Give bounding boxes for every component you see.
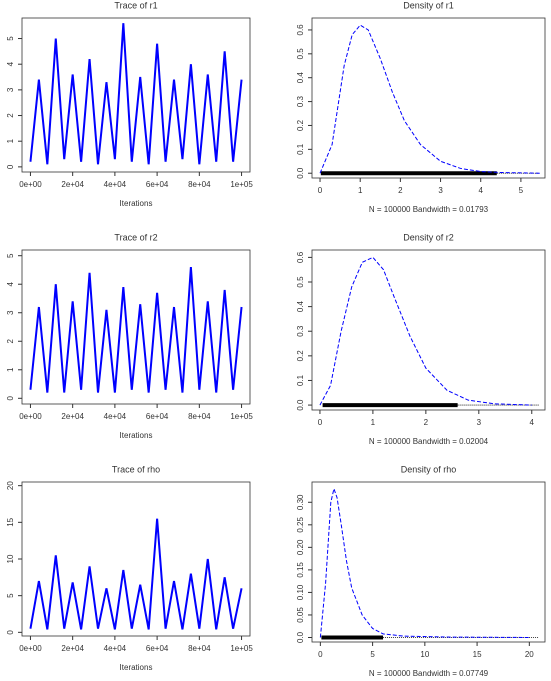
x-tick-label: 6e+04 (146, 180, 169, 189)
x-tick-label: 8e+04 (188, 412, 211, 421)
y-tick-label: 0 (6, 630, 15, 635)
panel-title: Trace of r1 (114, 0, 157, 10)
y-tick-label: 1 (6, 367, 15, 372)
density-line (319, 486, 530, 638)
x-tick-label: 3 (477, 418, 482, 427)
x-tick-label: 3 (438, 186, 443, 195)
x-tick-label: 4e+04 (104, 412, 127, 421)
x-tick-label: 1e+05 (230, 412, 253, 421)
y-tick-label: 1 (6, 138, 15, 143)
panel-title: Trace of r2 (114, 232, 157, 242)
x-tick-label: 6e+04 (146, 412, 169, 421)
panel-title: Trace of rho (112, 464, 160, 474)
y-tick-label: 0.6 (296, 251, 305, 263)
x-tick-label: 2e+04 (61, 644, 84, 653)
x-tick-label: 2e+04 (61, 180, 84, 189)
y-tick-label: 0.05 (296, 607, 305, 623)
x-tick-label: 4e+04 (104, 180, 127, 189)
density-line (319, 24, 541, 174)
y-tick-label: 0.0 (296, 399, 305, 411)
x-axis-label: N = 100000 Bandwidth = 0.02004 (369, 437, 489, 446)
trace-line (29, 23, 243, 165)
x-tick-label: 0e+00 (19, 412, 42, 421)
x-tick-label: 15 (473, 650, 482, 659)
y-tick-label: 0.6 (296, 24, 305, 36)
x-tick-label: 4e+04 (104, 644, 127, 653)
x-tick-label: 10 (420, 650, 429, 659)
x-tick-label: 5 (519, 186, 524, 195)
plot-frame (311, 481, 546, 643)
plot-frame (21, 249, 251, 405)
y-tick-label: 2 (6, 113, 15, 118)
x-tick-label: 2 (424, 418, 429, 427)
plot-frame (21, 481, 251, 637)
x-tick-label: 1 (358, 186, 363, 195)
y-tick-label: 0 (6, 164, 15, 169)
y-tick-label: 3 (6, 87, 15, 92)
y-tick-label: 20 (6, 481, 15, 490)
x-axis-label: N = 100000 Bandwidth = 0.07749 (369, 669, 489, 676)
x-tick-label: 0 (318, 650, 323, 659)
x-tick-label: 2e+04 (61, 412, 84, 421)
y-tick-label: 0.1 (296, 143, 305, 155)
x-tick-label: 8e+04 (188, 180, 211, 189)
x-tick-label: 6e+04 (146, 644, 169, 653)
x-tick-label: 8e+04 (188, 644, 211, 653)
y-tick-label: 0.2 (296, 350, 305, 362)
y-tick-label: 5 (6, 36, 15, 41)
y-tick-label: 15 (6, 517, 15, 526)
plot-frame (21, 17, 251, 173)
y-tick-label: 5 (6, 253, 15, 258)
x-tick-label: 1 (371, 418, 376, 427)
x-tick-label: 4 (530, 418, 535, 427)
y-tick-label: 0.1 (296, 374, 305, 386)
y-tick-label: 0 (6, 396, 15, 401)
x-tick-label: 20 (525, 650, 534, 659)
x-tick-label: 0 (318, 186, 323, 195)
y-tick-label: 0.0 (296, 167, 305, 179)
x-tick-label: 0e+00 (19, 644, 42, 653)
x-tick-label: 1e+05 (230, 180, 253, 189)
x-axis-label: Iterations (120, 431, 153, 440)
x-tick-label: 2 (398, 186, 403, 195)
y-tick-label: 0.5 (296, 48, 305, 60)
x-tick-label: 4 (478, 186, 483, 195)
y-tick-label: 5 (6, 593, 15, 598)
y-tick-label: 0.4 (296, 72, 305, 84)
y-tick-label: 0.4 (296, 301, 305, 313)
y-tick-label: 0.15 (296, 562, 305, 578)
x-tick-label: 1e+05 (230, 644, 253, 653)
x-axis-label: N = 100000 Bandwidth = 0.01793 (369, 205, 489, 214)
y-tick-label: 0.5 (296, 276, 305, 288)
y-tick-label: 0.30 (296, 494, 305, 510)
trace-line (29, 518, 243, 630)
panel-title: Density of rho (401, 464, 457, 474)
density-line (319, 256, 532, 406)
trace-line (29, 267, 243, 393)
y-tick-label: 0.3 (296, 325, 305, 337)
y-tick-label: 10 (6, 554, 15, 563)
y-tick-label: 0.20 (296, 539, 305, 555)
plot-frame (311, 17, 546, 179)
plot-frame (311, 249, 546, 411)
x-tick-label: 0e+00 (19, 180, 42, 189)
y-tick-label: 0.2 (296, 119, 305, 131)
panel-title: Density of r2 (403, 232, 454, 242)
y-tick-label: 2 (6, 338, 15, 343)
panel-title: Density of r1 (403, 0, 454, 10)
y-tick-label: 0.3 (296, 95, 305, 107)
x-tick-label: 0 (318, 418, 323, 427)
y-tick-label: 0.25 (296, 516, 305, 532)
x-tick-label: 5 (370, 650, 375, 659)
y-tick-label: 4 (6, 61, 15, 66)
y-tick-label: 4 (6, 281, 15, 286)
x-axis-label: Iterations (120, 663, 153, 672)
y-tick-label: 3 (6, 310, 15, 315)
y-tick-label: 0.0 (296, 631, 305, 643)
x-axis-label: Iterations (120, 199, 153, 208)
y-tick-label: 0.10 (296, 584, 305, 600)
